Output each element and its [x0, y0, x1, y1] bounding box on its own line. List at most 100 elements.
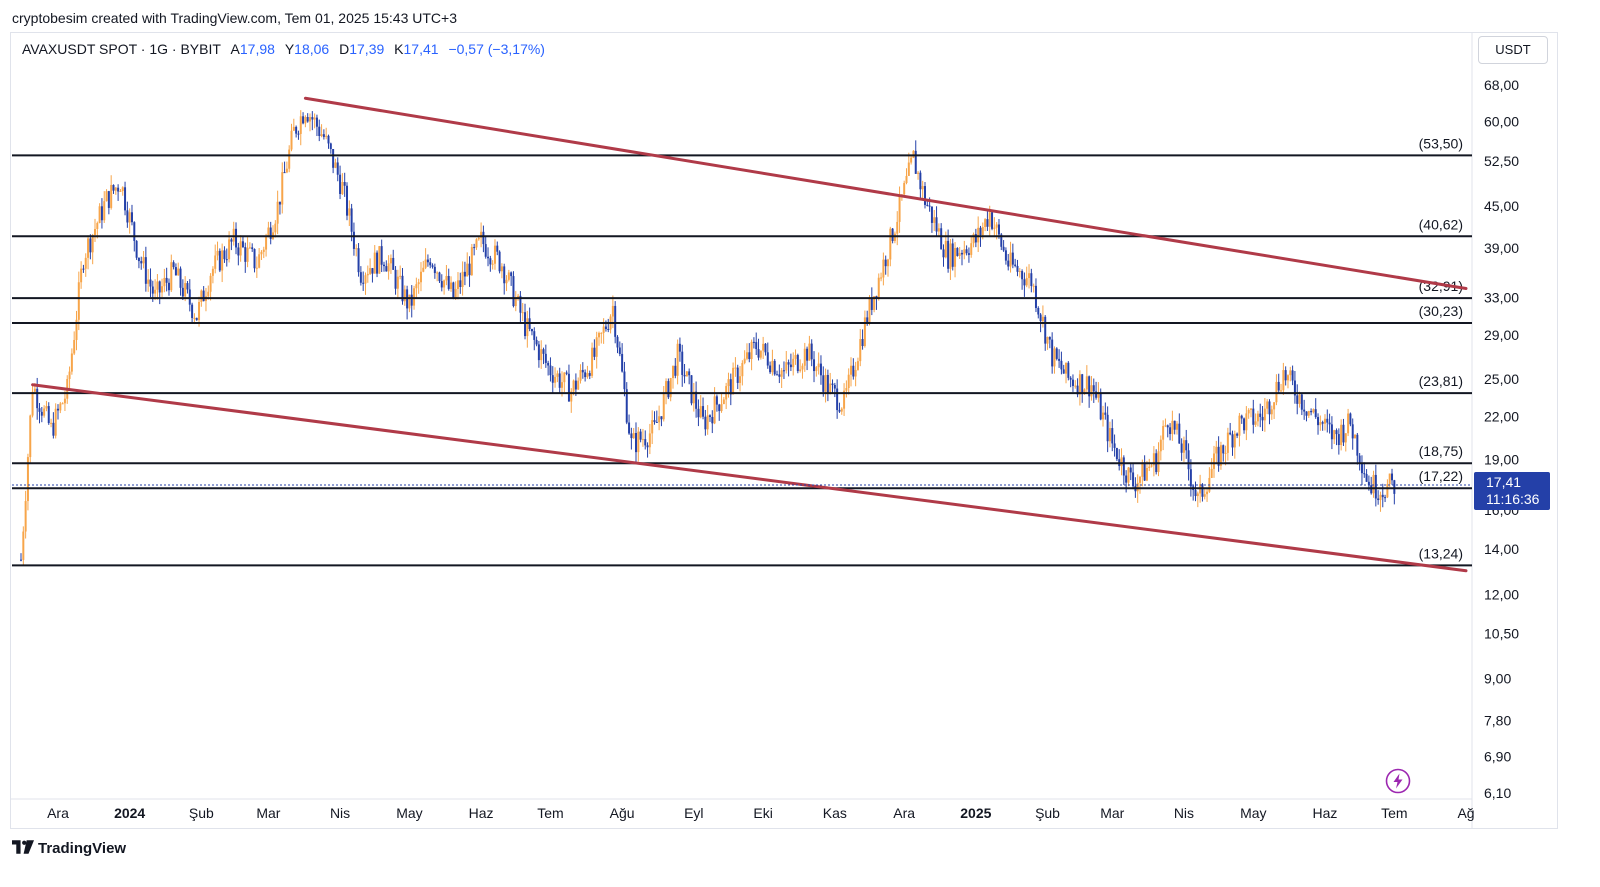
candle [283, 161, 286, 174]
candle [977, 216, 980, 253]
candle [762, 336, 765, 359]
candle-body [309, 117, 312, 122]
candle [1023, 272, 1026, 297]
candle [912, 150, 915, 159]
candle [852, 358, 855, 380]
candle-body [1136, 482, 1139, 492]
candle [535, 336, 538, 347]
candle [1016, 259, 1019, 277]
candle [450, 276, 453, 292]
candle-body [304, 116, 307, 124]
candle-body [1176, 423, 1179, 430]
candle [847, 368, 850, 395]
candle-body [251, 247, 254, 250]
candle [1337, 428, 1340, 455]
time-tick-label: Haz [469, 805, 494, 821]
candle-body [967, 253, 970, 255]
candle [161, 278, 164, 298]
candle-body [459, 280, 462, 288]
candle-body [343, 181, 346, 186]
candle-body [33, 388, 36, 392]
candle-body [826, 374, 829, 394]
candle-body [685, 371, 688, 377]
candle-body [426, 259, 429, 263]
candle [1018, 267, 1021, 278]
candle-body [554, 376, 557, 383]
candle-body [843, 390, 846, 409]
candle-body [172, 262, 175, 268]
candle-body [433, 266, 436, 274]
candle [1391, 468, 1394, 485]
candle-body [1099, 393, 1102, 420]
candle-body [678, 343, 681, 352]
candle [130, 204, 133, 226]
candle-body [214, 255, 217, 269]
candle [914, 140, 917, 174]
candle-body [542, 349, 545, 354]
candle-body [392, 257, 395, 270]
candle [685, 371, 688, 377]
candle-body [142, 257, 145, 264]
candle-body [628, 422, 631, 434]
candle-body [887, 259, 890, 267]
candle [970, 236, 973, 258]
price-tick-label: 25,00 [1484, 371, 1519, 387]
candle-body [456, 280, 459, 289]
candle-body [1360, 463, 1363, 474]
candle-body [288, 149, 291, 169]
candle [887, 258, 890, 277]
brand-name: TradingView [38, 840, 127, 857]
candle [593, 339, 596, 361]
candle [1009, 241, 1012, 273]
candle-body [1021, 271, 1024, 280]
chart-frame[interactable] [10, 32, 1558, 829]
candle [140, 256, 143, 270]
candle-body [313, 117, 316, 120]
candle [507, 269, 510, 282]
candle [447, 268, 450, 291]
candle-body [389, 257, 392, 264]
candle [500, 263, 503, 279]
candle-body [544, 353, 547, 363]
candle-body [535, 339, 538, 345]
close-value: 17,41 [403, 41, 439, 57]
candle-body [1342, 424, 1345, 443]
candle [54, 403, 57, 439]
symbol-label[interactable]: AVAXUSDT SPOT · 1G · BYBIT [22, 41, 221, 57]
currency-button[interactable]: USDT [1478, 36, 1548, 64]
candle [759, 350, 762, 360]
candle [896, 211, 899, 246]
candle-body [648, 433, 651, 448]
candle-body [87, 238, 90, 258]
candle [917, 170, 920, 180]
candle [708, 414, 711, 422]
candle [1196, 491, 1199, 508]
candle-body [766, 352, 769, 366]
candle [826, 369, 829, 402]
candle [1333, 429, 1336, 445]
candle-body [84, 257, 87, 269]
candle [942, 244, 945, 267]
candle-body [1247, 409, 1250, 414]
candle-body [209, 275, 212, 292]
candle [600, 332, 603, 344]
candle-body [68, 371, 71, 379]
candle-body [239, 241, 242, 256]
candle-body [572, 380, 575, 392]
candle-body [352, 231, 355, 249]
flash-icon[interactable] [1385, 768, 1411, 794]
candle [676, 339, 679, 385]
candle [172, 260, 175, 270]
time-axis-labels: Ara 2024 Şub Mar Nis May Haz Tem Ağu Eyl Eki Kas Ara… [47, 805, 1474, 821]
candle-body [482, 231, 485, 245]
candle [1155, 449, 1158, 475]
candle [639, 428, 642, 443]
candle-body [1344, 433, 1347, 443]
candle-body [995, 224, 998, 228]
candle-body [223, 250, 226, 260]
candle-body [831, 383, 834, 385]
candle [1071, 374, 1074, 392]
candle [1143, 455, 1146, 481]
candle-body [1303, 409, 1306, 412]
